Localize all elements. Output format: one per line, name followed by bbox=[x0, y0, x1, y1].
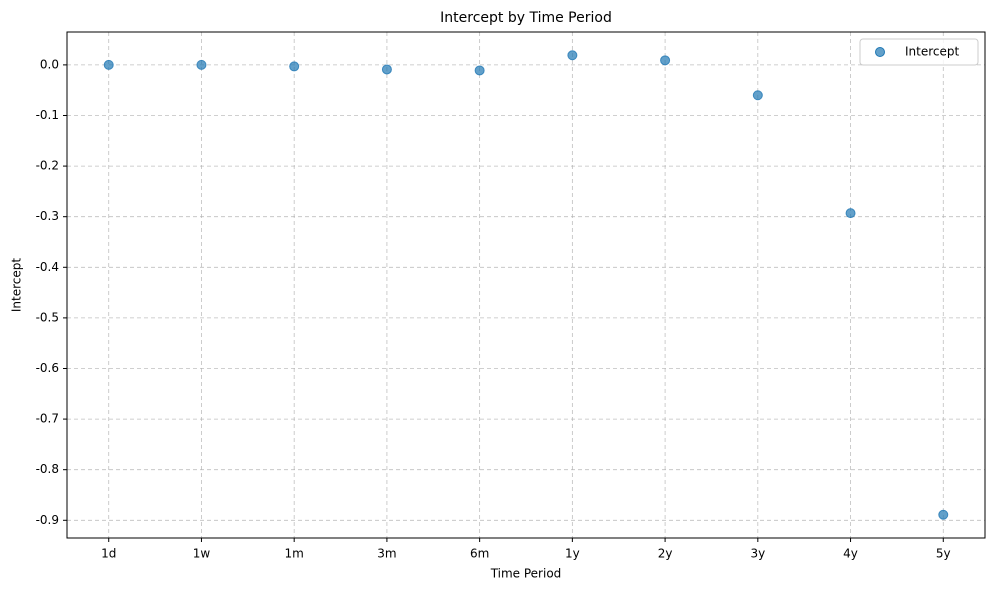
y-tick-label: -0.5 bbox=[36, 310, 59, 324]
point bbox=[196, 59, 207, 70]
point bbox=[660, 55, 671, 66]
y-tick-label: -0.7 bbox=[36, 412, 59, 426]
x-axis-label: Time Period bbox=[490, 567, 562, 581]
x-tick-label: 3y bbox=[750, 547, 765, 561]
point bbox=[567, 50, 578, 61]
point bbox=[103, 59, 114, 70]
x-tick-label: 5y bbox=[936, 547, 951, 561]
x-tick-label: 2y bbox=[658, 547, 673, 561]
legend-label: Intercept bbox=[905, 45, 960, 59]
x-tick-label: 1y bbox=[565, 547, 580, 561]
point bbox=[289, 61, 300, 72]
x-tick-label: 1w bbox=[193, 547, 211, 561]
x-tick-label: 1m bbox=[285, 547, 304, 561]
y-tick-label: -0.4 bbox=[36, 260, 59, 274]
x-tick-label: 6m bbox=[470, 547, 489, 561]
plot-frame bbox=[66, 31, 986, 539]
point bbox=[752, 90, 763, 101]
y-tick-label: -0.3 bbox=[36, 209, 59, 223]
point bbox=[474, 65, 485, 76]
y-tick-label: -0.2 bbox=[36, 159, 59, 173]
y-tick-label: -0.9 bbox=[36, 513, 59, 527]
x-tick-label: 4y bbox=[843, 547, 858, 561]
x-tick-label: 3m bbox=[377, 547, 396, 561]
point bbox=[938, 509, 949, 520]
chart-title: Intercept by Time Period bbox=[440, 10, 612, 26]
legend-box bbox=[859, 38, 979, 66]
y-axis-label: Intercept bbox=[10, 258, 24, 313]
point bbox=[381, 64, 392, 75]
y-tick-label: -0.1 bbox=[36, 108, 59, 122]
y-tick-label: -0.6 bbox=[36, 361, 59, 375]
legend-marker bbox=[875, 47, 885, 57]
point bbox=[845, 208, 856, 219]
y-tick-label: -0.8 bbox=[36, 462, 59, 476]
x-tick-label: 1d bbox=[101, 547, 116, 561]
y-tick-label: 0.0 bbox=[40, 57, 59, 71]
